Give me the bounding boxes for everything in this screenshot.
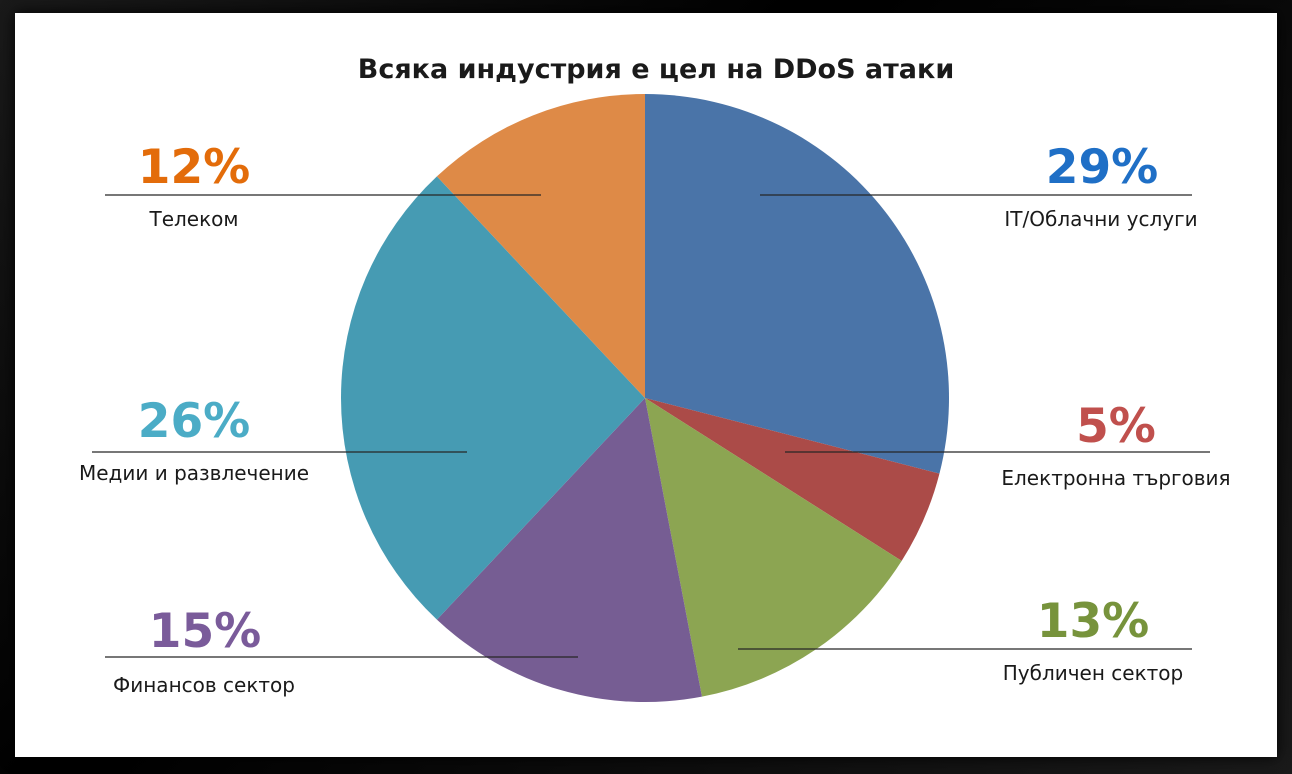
slice-value-label-0: 29% — [1046, 140, 1159, 195]
slice-value-label-4: 26% — [138, 394, 251, 449]
pie-slice-3 — [436, 398, 702, 703]
pie-slice-0 — [645, 94, 950, 474]
pie-slice-5 — [436, 94, 645, 398]
slice-category-label-1: Електронна търговия — [1001, 466, 1230, 490]
pie-slice-2 — [645, 398, 902, 697]
pie-slice-1 — [645, 398, 940, 561]
slice-value-label-3: 15% — [149, 604, 262, 659]
slice-value-label-5: 12% — [138, 140, 251, 195]
slice-category-label-0: IT/Облачни услуги — [1004, 207, 1197, 231]
pie-slices — [340, 94, 950, 703]
chart-title: Всяка индустрия е цел на DDoS атаки — [358, 54, 955, 85]
slice-category-label-4: Медии и развлечение — [79, 461, 309, 485]
slice-value-label-1: 5% — [1076, 399, 1156, 454]
slice-value-label-2: 13% — [1037, 594, 1150, 649]
slice-category-label-5: Телеком — [148, 207, 238, 231]
pie-slice-4 — [340, 176, 645, 620]
slice-category-label-3: Финансов сектор — [113, 673, 295, 697]
pie-callouts: 29% IT/Облачни услуги 5% Електронна търгови… — [79, 140, 1231, 697]
slice-category-label-2: Публичен сектор — [1003, 661, 1184, 685]
